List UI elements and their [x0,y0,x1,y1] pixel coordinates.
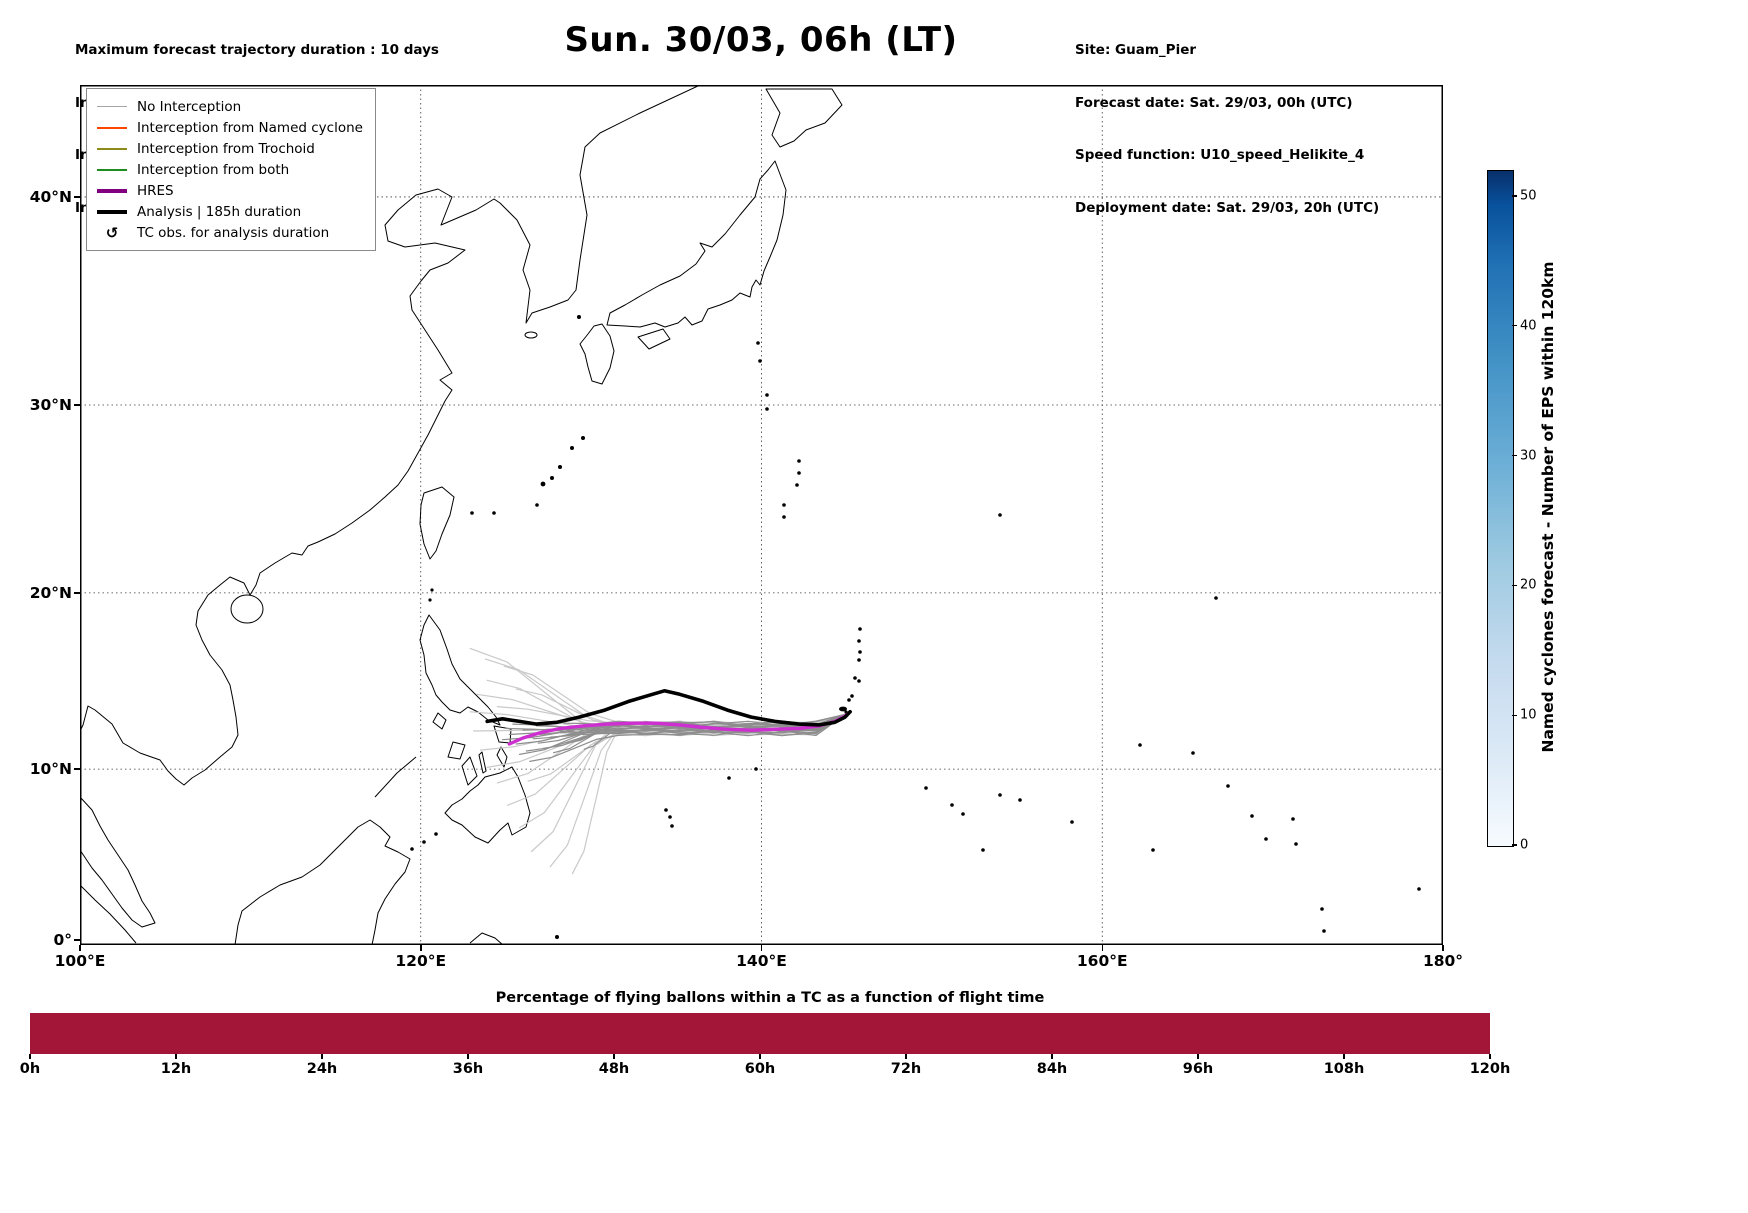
bottom-chart-title: Percentage of flying ballons within a TC… [495,990,1045,1006]
colorbar-tick-mark [1512,195,1517,197]
legend-label: HRES [137,182,174,199]
map-border [80,85,1443,945]
colorbar-tick-mark [1512,454,1517,457]
x-tick-mark [420,945,422,951]
bottom-x-tick-label: 72h [890,1061,922,1077]
y-tick-mark [74,196,80,198]
legend-line-sample [96,126,128,129]
legend-item: HRES [96,180,363,201]
colorbar-tick-label: 0 [1520,837,1529,853]
colorbar-tick-mark [1512,325,1517,327]
y-tick-label: 30°N [29,395,72,414]
deployment-date-text: Deployment date: Sat. 29/03, 20h (UTC) [1075,199,1380,216]
x-tick-mark [760,945,763,951]
map-plot: No Interception Interception from Named c… [80,85,1443,945]
small-islands-dots [410,315,1421,939]
legend-label: Analysis | 185h duration [137,203,302,220]
legend-line-sample [96,188,128,193]
colorbar-tick-mark [1512,844,1517,846]
speed-function-text: Speed function: U10_speed_Helikite_4 [1075,147,1365,163]
x-tick-label: 180° [1422,952,1464,970]
x-tick-mark [79,945,81,951]
y-tick-mark [74,939,80,941]
bottom-x-tick-label: 120h [1469,1061,1511,1077]
flight-time-bar [30,1013,1490,1054]
y-tick-label: 20°N [29,583,72,602]
forecast-date-text: Forecast date: Sat. 29/03, 00h (UTC) [1075,94,1353,111]
max-duration-text: Maximum forecast trajectory duration : 1… [75,42,439,58]
x-tick-label: 100°E [54,952,106,970]
y-tick-label: 0° [53,931,72,949]
bottom-x-tick-label: 60h [744,1061,776,1077]
bottom-x-tick-mark [905,1054,907,1059]
map-svg [80,85,1443,945]
legend-label: Interception from Trochoid [137,140,315,157]
bottom-x-tick-label: 108h [1323,1061,1365,1077]
y-tick-label: 10°N [29,760,72,779]
legend-item: No Interception [96,96,363,117]
analysis-trajectory [485,688,852,727]
legend-label: Interception from Named cyclone [137,119,363,136]
figure-title: Sun. 30/03, 06h (LT) [564,20,958,60]
legend-line-sample [96,147,128,150]
colorbar-tick-label: 20 [1520,577,1537,593]
bottom-x-tick-mark [321,1054,323,1059]
legend-item: Interception from both [96,159,363,180]
bottom-x-tick-mark [613,1054,615,1059]
bottom-x-tick-mark [1343,1054,1345,1059]
bottom-x-tick-label: 36h [452,1061,484,1077]
bottom-x-tick-label: 24h [306,1061,338,1077]
site-text: Site: Guam_Pier [1075,42,1197,58]
colorbar-tick-label: 40 [1520,318,1537,334]
bottom-x-tick-mark [1197,1054,1199,1059]
ensemble-trajectories [469,647,846,875]
bottom-x-tick-label: 12h [160,1061,192,1077]
legend-label: No Interception [137,98,242,115]
bottom-x-tick-mark [1489,1054,1491,1059]
colorbar-label: Named cyclones forecast - Number of EPS … [1539,261,1557,753]
legend-line-sample [96,209,128,214]
legend-item: Interception from Trochoid [96,138,363,159]
y-tick-label: 40°N [29,187,72,206]
bottom-x-tick-label: 84h [1036,1061,1068,1077]
legend-item: Analysis | 185h duration [96,201,363,222]
x-tick-label: 120°E [395,952,447,970]
legend-line-sample [96,168,128,171]
colorbar-tick-label: 50 [1520,188,1537,204]
map-gridlines [80,85,1443,945]
legend-item: Interception from Named cyclone [96,117,363,138]
colorbar [1487,170,1514,847]
bottom-x-tick-label: 48h [598,1061,630,1077]
map-legend: No Interception Interception from Named c… [86,88,376,251]
bottom-x-tick-mark [1051,1054,1053,1059]
coastlines [80,85,843,945]
y-tick-mark [74,404,80,406]
bottom-x-tick-mark [29,1054,31,1059]
bottom-x-tick-mark [175,1054,177,1059]
x-tick-label: 160°E [1076,952,1128,970]
colorbar-tick-mark [1512,714,1517,716]
y-tick-mark [74,592,80,594]
tc-obs-symbol: ↺ [105,223,119,242]
bottom-x-tick-mark [759,1054,761,1059]
x-tick-label: 140°E [736,952,787,970]
bottom-x-tick-label: 96h [1182,1061,1214,1077]
colorbar-tick-label: 10 [1520,707,1537,723]
y-tick-mark [74,768,80,770]
bottom-x-tick-mark [467,1054,469,1059]
legend-label: Interception from both [137,161,290,178]
colorbar-tick-label: 30 [1520,448,1537,464]
legend-line-sample [96,105,128,108]
colorbar-tick-mark [1512,584,1517,586]
x-tick-mark [1101,945,1103,951]
legend-item: ↺ TC obs. for analysis duration [96,222,363,243]
bottom-x-tick-label: 0h [19,1061,41,1077]
legend-label: TC obs. for analysis duration [137,224,330,241]
x-tick-mark [1442,945,1444,951]
header-right-block: Site: Guam_Pier Forecast date: Sat. 29/0… [1075,7,1379,252]
